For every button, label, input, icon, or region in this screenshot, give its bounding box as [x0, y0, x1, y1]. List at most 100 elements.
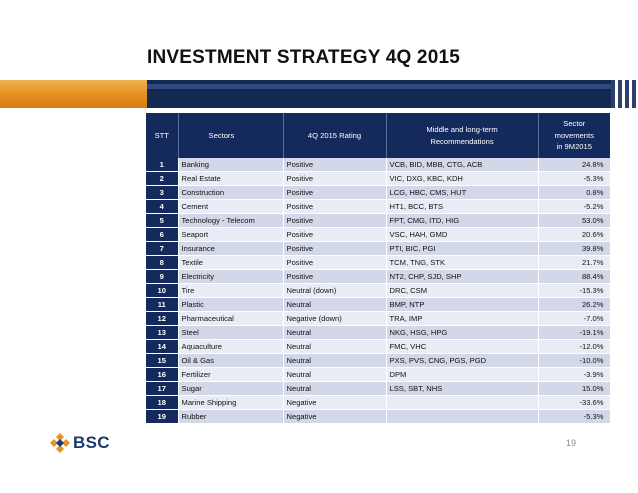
table-body: 1 Banking Positive VCB, BID, MBB, CTG, ACB 2…: [146, 158, 611, 424]
row-number-cell: 7: [146, 241, 179, 256]
rating-cell: Positive: [283, 171, 387, 186]
rating-cell: Positive: [283, 199, 387, 214]
movement-cell: 88.4%: [538, 269, 611, 284]
movement-cell: -5.2%: [538, 199, 611, 214]
sector-cell: Steel: [178, 325, 284, 340]
row-number-cell: 19: [146, 409, 179, 424]
rating-cell: Positive: [283, 158, 387, 172]
recommendations-cell: PXS, PVS, CNG, PGS, PGD: [386, 353, 539, 368]
movement-cell: -33.6%: [538, 395, 611, 410]
header-band-orange: [0, 80, 147, 108]
table-row: 1 Banking Positive VCB, BID, MBB, CTG, ACB 2…: [146, 158, 611, 172]
sector-cell: Plastic: [178, 297, 284, 312]
row-number-cell: 12: [146, 311, 179, 326]
movement-cell: -7.0%: [538, 311, 611, 326]
header-band-stripes: [611, 80, 638, 108]
recommendations-cell: TCM, TNG, STK: [386, 255, 539, 270]
recommendations-cell: FPT, CMG, ITD, HIG: [386, 213, 539, 228]
rating-cell: Positive: [283, 227, 387, 242]
recommendations-cell: NT2, CHP, SJD, SHP: [386, 269, 539, 284]
rating-cell: Neutral: [283, 325, 387, 340]
rating-cell: Positive: [283, 241, 387, 256]
movement-cell: 20.6%: [538, 227, 611, 242]
row-number-cell: 15: [146, 353, 179, 368]
table-row: 12 Pharmaceutical Negative (down) TRA, IMP -…: [146, 311, 611, 326]
sector-cell: Banking: [178, 158, 284, 172]
sector-cell: Tire: [178, 283, 284, 298]
sector-cell: Construction: [178, 185, 284, 200]
column-header-recommendations-line1: Middle and long-term: [426, 125, 498, 135]
table-row: 4 Cement Positive HT1, BCC, BTS -5.2%: [146, 199, 611, 214]
row-number-cell: 6: [146, 227, 179, 242]
movement-cell: -12.0%: [538, 339, 611, 354]
row-number-cell: 11: [146, 297, 179, 312]
table-row: 17 Sugar Neutral LSS, SBT, NHS 15.0%: [146, 381, 611, 396]
row-number-cell: 2: [146, 171, 179, 186]
column-header-movements-line3: in 9M2015: [556, 142, 592, 152]
column-header-movements-line2: movements: [554, 130, 594, 140]
movement-cell: 24.8%: [538, 158, 611, 172]
recommendations-cell: HT1, BCC, BTS: [386, 199, 539, 214]
table-row: 3 Construction Positive LCG, HBC, CMS, HUT 0…: [146, 185, 611, 200]
table-row: 8 Textile Positive TCM, TNG, STK 21.7%: [146, 255, 611, 270]
recommendations-cell: BMP, NTP: [386, 297, 539, 312]
sector-cell: Aquaculture: [178, 339, 284, 354]
sector-cell: Marine Shipping: [178, 395, 284, 410]
movement-cell: 26.2%: [538, 297, 611, 312]
movement-cell: -3.9%: [538, 367, 611, 382]
column-header-recommendations: Middle and long-term Recommendations: [386, 113, 539, 158]
movement-cell: -5.3%: [538, 171, 611, 186]
bsc-logo: BSC: [49, 432, 131, 454]
movement-cell: -10.0%: [538, 353, 611, 368]
sector-cell: Textile: [178, 255, 284, 270]
sector-cell: Technology - Telecom: [178, 213, 284, 228]
movement-cell: -19.1%: [538, 325, 611, 340]
table-row: 13 Steel Neutral NKG, HSG, HPG -19.1%: [146, 325, 611, 340]
rating-cell: Positive: [283, 255, 387, 270]
sector-cell: Rubber: [178, 409, 284, 424]
header-band-highlight: [147, 84, 611, 89]
recommendations-cell: PTI, BIC, PGI: [386, 241, 539, 256]
column-header-sectors: Sectors: [178, 113, 284, 158]
rating-cell: Neutral: [283, 339, 387, 354]
row-number-cell: 10: [146, 283, 179, 298]
sector-cell: Oil & Gas: [178, 353, 284, 368]
sector-cell: Sugar: [178, 381, 284, 396]
row-number-cell: 5: [146, 213, 179, 228]
row-number-cell: 17: [146, 381, 179, 396]
column-header-stt: STT: [146, 113, 179, 158]
movement-cell: 0.8%: [538, 185, 611, 200]
column-header-rating: 4Q 2015 Rating: [283, 113, 387, 158]
column-header-recommendations-line2: Recommendations: [430, 136, 494, 146]
movement-cell: -15.3%: [538, 283, 611, 298]
rating-cell: Positive: [283, 269, 387, 284]
row-number-cell: 8: [146, 255, 179, 270]
row-number-cell: 9: [146, 269, 179, 284]
table-row: 15 Oil & Gas Neutral PXS, PVS, CNG, PGS, PG…: [146, 353, 611, 368]
column-header-movements: Sector movements in 9M2015: [538, 113, 610, 158]
row-number-cell: 18: [146, 395, 179, 410]
table-row: 19 Rubber Negative -5.3%: [146, 409, 611, 424]
rating-cell: Positive: [283, 213, 387, 228]
table-row: 11 Plastic Neutral BMP, NTP 26.2%: [146, 297, 611, 312]
recommendations-cell: VIC, DXG, KBC, KDH: [386, 171, 539, 186]
rating-cell: Neutral: [283, 297, 387, 312]
sector-cell: Fertilizer: [178, 367, 284, 382]
recommendations-cell: [386, 395, 539, 410]
recommendations-cell: LSS, SBT, NHS: [386, 381, 539, 396]
slide-title: INVESTMENT STRATEGY 4Q 2015: [147, 47, 460, 68]
table-row: 10 Tire Neutral (down) DRC, CSM -15.3%: [146, 283, 611, 298]
recommendations-cell: DPM: [386, 367, 539, 382]
sector-cell: Cement: [178, 199, 284, 214]
sector-cell: Real Estate: [178, 171, 284, 186]
row-number-cell: 13: [146, 325, 179, 340]
rating-cell: Negative: [283, 395, 387, 410]
sector-cell: Electricity: [178, 269, 284, 284]
rating-cell: Neutral (down): [283, 283, 387, 298]
column-header-movements-line1: Sector: [563, 119, 586, 129]
movement-cell: -5.3%: [538, 409, 611, 424]
recommendations-cell: LCG, HBC, CMS, HUT: [386, 185, 539, 200]
rating-cell: Neutral: [283, 381, 387, 396]
rating-cell: Positive: [283, 185, 387, 200]
strategy-table: STT Sectors 4Q 2015 Rating Middle and lo…: [146, 113, 611, 424]
